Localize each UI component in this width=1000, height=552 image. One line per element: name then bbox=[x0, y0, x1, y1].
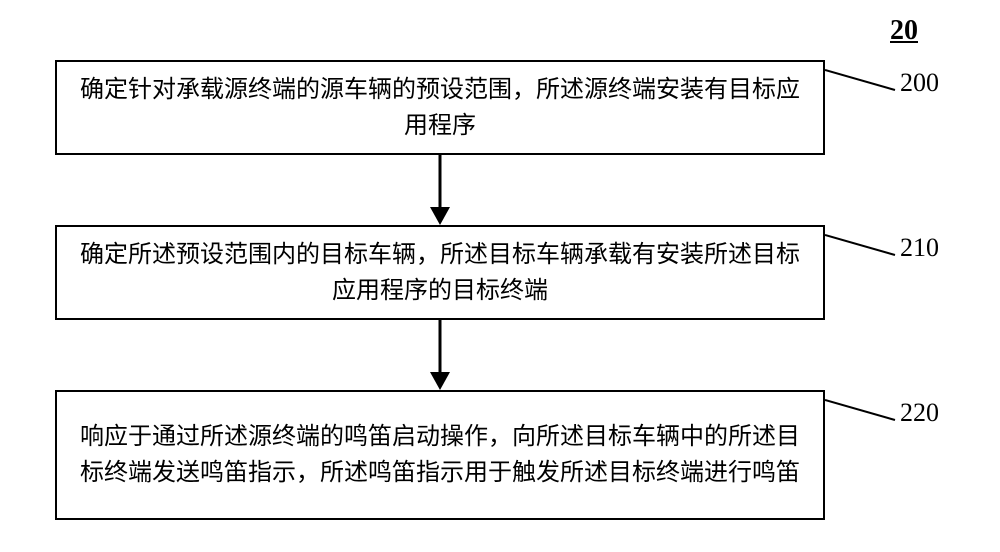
leader-line-210 bbox=[825, 230, 900, 260]
figure-label: 20 bbox=[890, 15, 918, 47]
flow-step-220-text: 响应于通过所述源终端的鸣笛启动操作，向所述目标车辆中的所述目标终端发送鸣笛指示，… bbox=[77, 419, 803, 491]
leader-line-220 bbox=[825, 395, 900, 425]
flow-step-200-text: 确定针对承载源终端的源车辆的预设范围，所述源终端安装有目标应用程序 bbox=[77, 72, 803, 144]
flow-arrow-2 bbox=[424, 320, 456, 392]
leader-line-200 bbox=[825, 65, 900, 95]
flow-step-200: 确定针对承载源终端的源车辆的预设范围，所述源终端安装有目标应用程序 bbox=[55, 60, 825, 155]
step-label-200: 200 bbox=[900, 68, 939, 98]
flow-step-220: 响应于通过所述源终端的鸣笛启动操作，向所述目标车辆中的所述目标终端发送鸣笛指示，… bbox=[55, 390, 825, 520]
step-label-210: 210 bbox=[900, 233, 939, 263]
flow-step-210: 确定所述预设范围内的目标车辆，所述目标车辆承载有安装所述目标应用程序的目标终端 bbox=[55, 225, 825, 320]
flow-step-210-text: 确定所述预设范围内的目标车辆，所述目标车辆承载有安装所述目标应用程序的目标终端 bbox=[77, 237, 803, 309]
flow-arrow-1 bbox=[424, 155, 456, 227]
step-label-220: 220 bbox=[900, 398, 939, 428]
